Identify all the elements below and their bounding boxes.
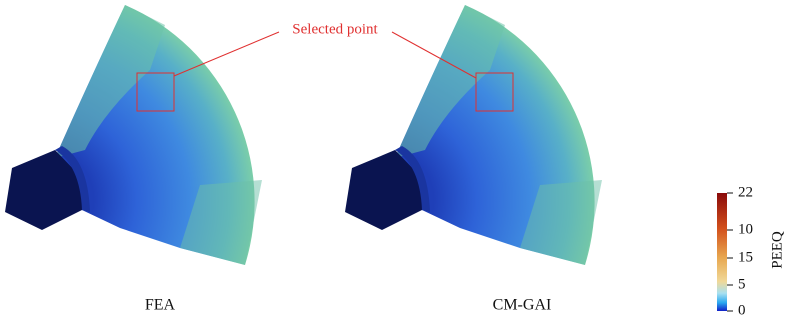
cmgai-panel: CM-GAI bbox=[345, 5, 602, 314]
pointer-line bbox=[173, 31, 280, 77]
tick-label: 5 bbox=[738, 276, 746, 292]
colorbar-gradient bbox=[717, 193, 727, 311]
colorbar-ticks: 22 10 15 5 0 bbox=[727, 184, 753, 318]
fea-panel: FEA bbox=[5, 5, 262, 314]
selection-box bbox=[136, 72, 175, 112]
mesh-plot bbox=[5, 5, 262, 265]
pointer-line bbox=[391, 31, 477, 79]
tick-label: 15 bbox=[738, 249, 753, 265]
colorbar-label: PEEQ bbox=[769, 231, 785, 269]
panel-label: CM-GAI bbox=[493, 297, 552, 314]
colorbar: 22 10 15 5 0 PEEQ bbox=[717, 184, 785, 318]
tick-label: 22 bbox=[738, 184, 753, 200]
mesh-plot bbox=[345, 5, 602, 265]
selection-box bbox=[475, 72, 514, 112]
tick-label: 10 bbox=[738, 221, 753, 237]
panel-label: FEA bbox=[145, 297, 176, 314]
annotation: Selected point bbox=[292, 21, 378, 37]
tick-label: 0 bbox=[738, 302, 746, 318]
